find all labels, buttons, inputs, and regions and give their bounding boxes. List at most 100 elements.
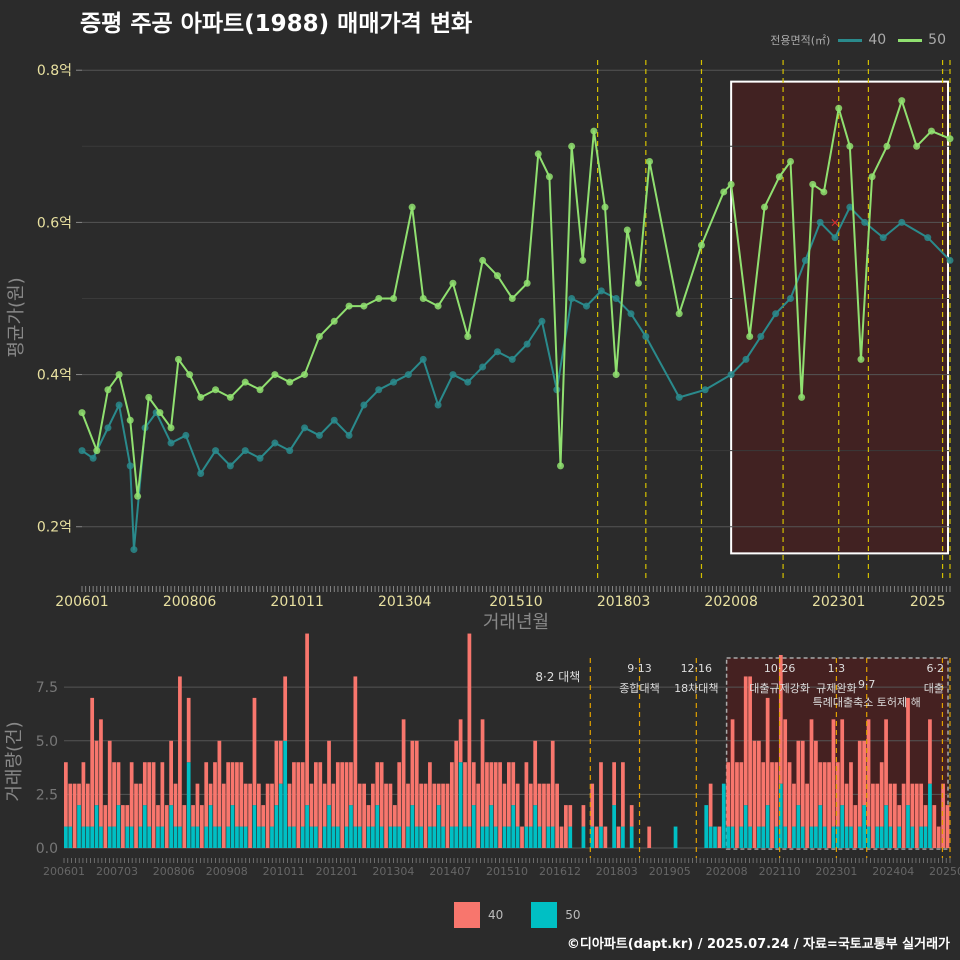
data-point-50: [174, 355, 182, 363]
y-tick-label-volume: 7.5: [36, 680, 58, 696]
x-tick-label-volume: 201905: [649, 865, 691, 878]
bar-40: [379, 762, 384, 827]
bar-50: [186, 762, 191, 848]
bar-50: [906, 805, 910, 848]
data-point-40: [898, 218, 906, 226]
legend-box-50: [531, 902, 558, 928]
data-point-50: [579, 256, 587, 264]
bar-40: [77, 783, 81, 806]
bar-40: [160, 762, 165, 827]
bar-40: [590, 783, 595, 827]
bar-50: [173, 826, 178, 848]
x-tick-label: 202008: [704, 594, 757, 610]
bar-40: [94, 740, 99, 806]
x-tick-label-volume: 201011: [263, 865, 305, 878]
data-point-40: [130, 546, 138, 554]
bar-40: [717, 826, 722, 848]
bar-50: [432, 826, 437, 848]
bar-40: [752, 740, 757, 848]
bar-40: [274, 740, 279, 806]
bar-40: [441, 783, 445, 827]
bar-50: [713, 826, 717, 848]
data-point-50: [835, 104, 843, 112]
bar-40: [278, 740, 283, 784]
x-tick-label: 200601: [55, 594, 108, 610]
data-point-50: [746, 333, 754, 341]
bar-50: [322, 826, 327, 848]
bar-50: [471, 805, 476, 848]
bar-50: [129, 826, 134, 848]
bar-40: [419, 783, 424, 827]
x-tick-label-volume: 201612: [539, 865, 581, 878]
bar-50: [765, 805, 770, 848]
bar-40: [857, 740, 862, 827]
bar-50: [629, 826, 634, 848]
bar-40: [906, 697, 910, 806]
policy-label-date: 6·2: [927, 662, 945, 675]
bar-40: [81, 762, 86, 827]
bar-40: [112, 762, 116, 827]
bar-40: [945, 805, 950, 848]
data-point-50: [167, 424, 175, 432]
bar-50: [792, 826, 796, 848]
bar-50: [726, 826, 731, 848]
data-point-40: [523, 340, 531, 348]
data-point-50: [93, 447, 101, 455]
data-point-40: [772, 310, 780, 318]
bar-40: [164, 805, 169, 848]
data-point-50: [226, 393, 234, 401]
x-tick-label-volume: 200703: [96, 865, 138, 878]
data-point-40: [404, 371, 412, 379]
data-point-50: [927, 127, 935, 135]
bar-40: [476, 783, 481, 848]
y-tick-label-volume: 2.5: [36, 787, 58, 803]
bar-50: [160, 826, 165, 848]
policy-label-text: 종합대책: [619, 682, 659, 695]
x-tick-label-volume: 202404: [872, 865, 914, 878]
x-tick-label-volume: 200601: [43, 865, 85, 878]
bar-50: [480, 826, 485, 848]
bar-40: [932, 805, 937, 848]
bar-50: [809, 826, 814, 848]
data-point-40: [182, 431, 190, 439]
bar-40: [68, 783, 73, 827]
bar-40: [835, 762, 840, 827]
bar-50: [239, 826, 244, 848]
bar-40: [822, 762, 827, 827]
data-point-50: [408, 203, 416, 211]
bar-50: [252, 805, 257, 848]
y-tick-label-volume: 5.0: [36, 734, 58, 750]
bar-50: [335, 826, 340, 848]
bar-40: [761, 762, 766, 827]
legend-label-50: 50: [928, 32, 946, 48]
data-point-40: [627, 310, 635, 318]
bar-40: [318, 762, 323, 848]
bar-40: [107, 740, 112, 827]
data-point-50: [301, 371, 309, 379]
bar-50: [511, 805, 516, 848]
data-point-40: [582, 302, 590, 310]
data-point-50: [857, 355, 865, 363]
bar-50: [515, 826, 520, 848]
data-point-50: [898, 97, 906, 105]
y-tick-label-volume: 0.0: [36, 841, 58, 857]
policy-label-date: 12·16: [681, 662, 713, 675]
bar-50: [327, 805, 331, 848]
bar-40: [884, 719, 888, 806]
data-point-40: [78, 447, 86, 455]
bar-40: [226, 762, 231, 827]
bar-40: [357, 783, 362, 827]
bar-40: [739, 762, 744, 827]
bar-40: [156, 805, 160, 827]
bar-50: [353, 826, 358, 848]
data-point-40: [879, 234, 887, 242]
bar-50: [213, 826, 217, 848]
bar-40: [879, 762, 884, 827]
bar-40: [243, 783, 248, 827]
data-point-50: [375, 294, 383, 302]
bar-40: [199, 805, 204, 848]
bar-50: [81, 826, 86, 848]
bar-50: [314, 826, 318, 848]
bar-40: [936, 826, 941, 848]
